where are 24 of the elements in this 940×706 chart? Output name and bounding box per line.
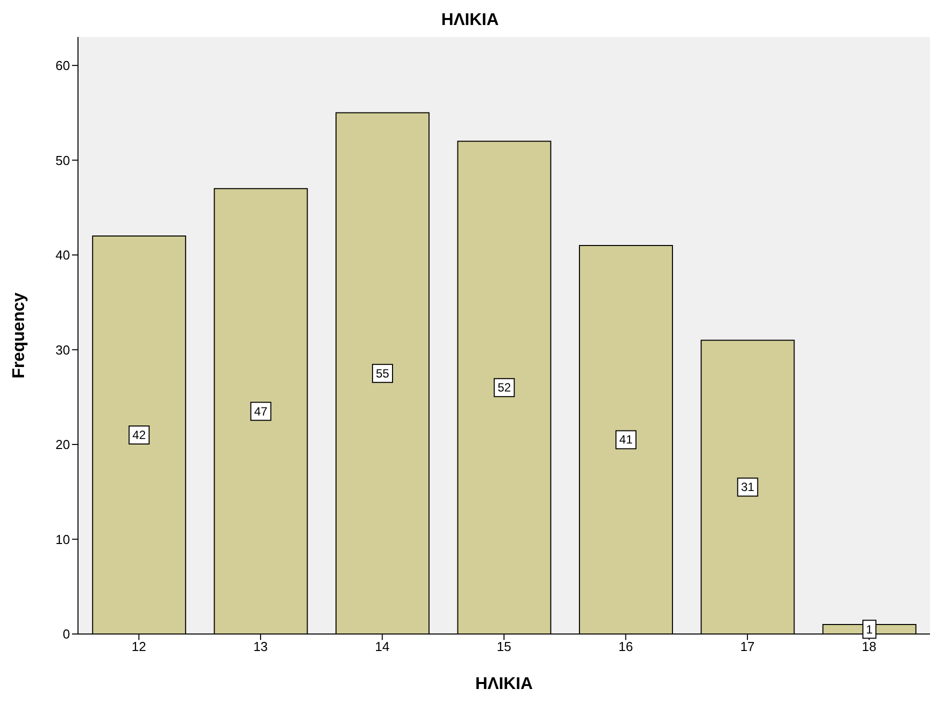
x-axis-title: ΗΛΙΚΙΑ [475,674,533,693]
y-tick-label: 10 [56,532,70,547]
y-tick-label: 0 [62,626,70,642]
data-label: 1 [866,622,874,636]
x-tick-label: 13 [253,639,268,654]
x-tick-label: 14 [375,639,390,654]
data-label: 47 [254,404,268,418]
data-label: 42 [132,428,146,442]
y-tick-label: 20 [56,437,70,452]
data-label: 31 [740,480,755,494]
x-tick-label: 16 [618,639,633,654]
chart-title: ΗΛΙΚΙΑ [440,9,500,31]
x-tick-label: 12 [132,639,146,654]
y-axis-title: Frequency [9,292,28,378]
x-tick-label: 18 [862,639,876,654]
y-tick-label: 60 [56,58,70,74]
y-tick-label: 50 [56,152,70,168]
y-tick-label: 30 [56,342,70,358]
x-tick-label: 15 [496,639,512,654]
data-label: 52 [498,380,512,395]
data-label: 55 [376,366,390,380]
x-tick-label: 17 [740,639,755,654]
y-tick-label: 40 [56,248,70,263]
data-label: 41 [619,432,633,447]
